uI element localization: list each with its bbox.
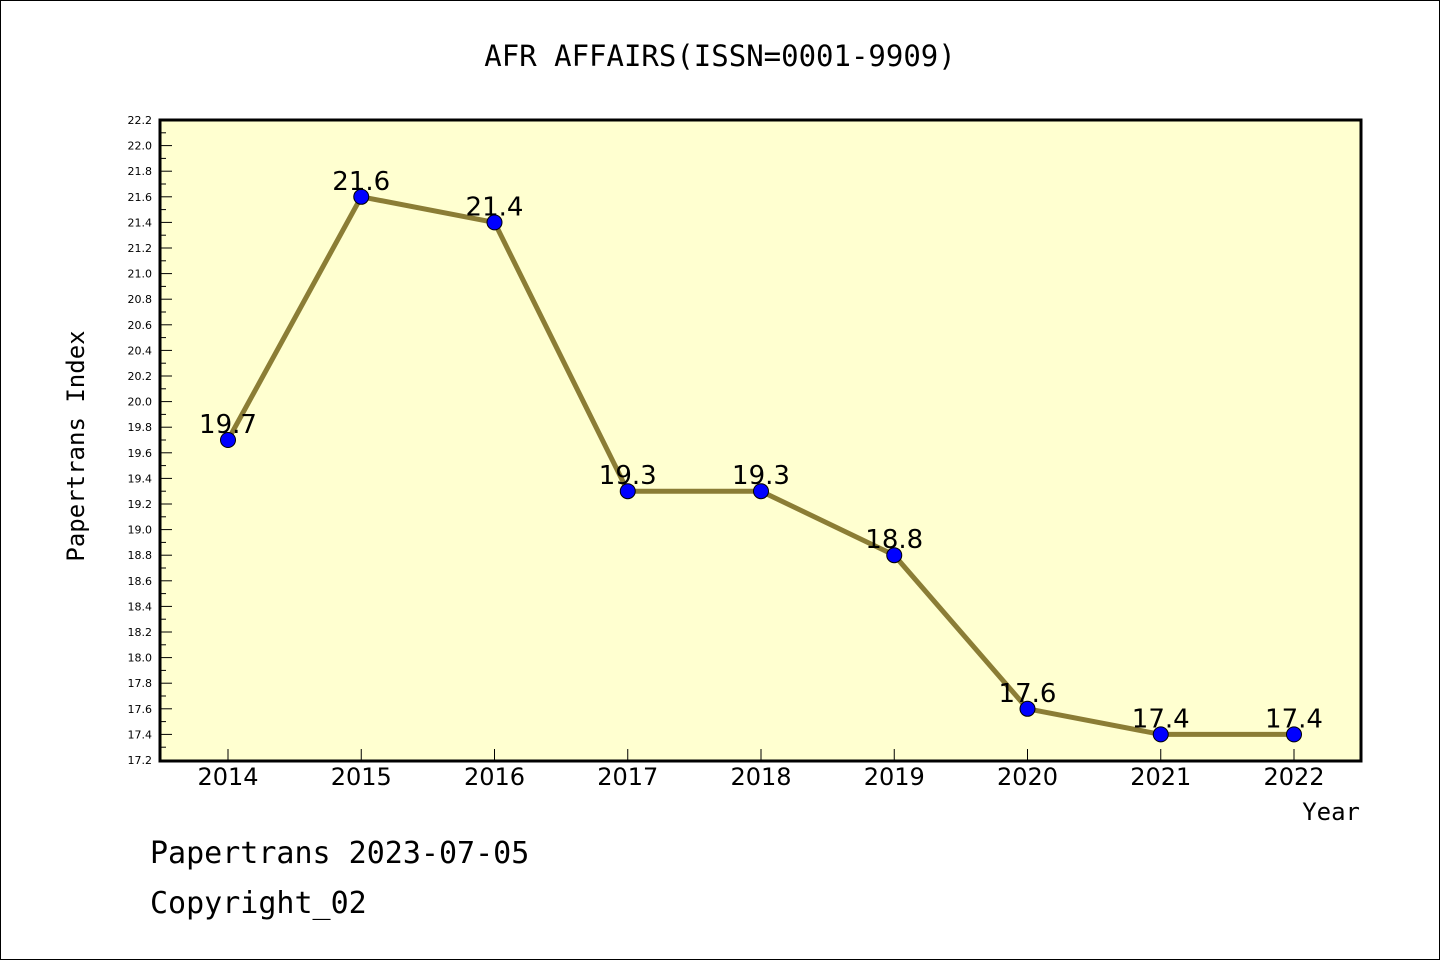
y-tick-label: 21.4 — [128, 216, 153, 229]
x-tick-label: 2018 — [730, 763, 791, 791]
footer-date: Papertrans 2023-07-05 — [150, 836, 530, 871]
data-label: 19.3 — [732, 461, 790, 491]
data-point — [753, 483, 769, 500]
y-tick-label: 19.2 — [128, 498, 153, 511]
x-tick-label: 2015 — [331, 763, 392, 791]
data-label: 17.4 — [1132, 704, 1190, 734]
y-tick-label: 17.6 — [128, 703, 153, 716]
chart-title: AFR AFFAIRS(ISSN=0001-9909) — [484, 39, 955, 73]
y-tick-label: 19.8 — [128, 421, 153, 434]
y-tick-label: 20.8 — [128, 293, 153, 306]
x-tick-label: 2016 — [464, 763, 525, 791]
y-tick-label: 17.2 — [128, 754, 153, 767]
y-tick-label: 22.2 — [128, 114, 153, 127]
data-label: 17.6 — [999, 679, 1057, 709]
data-point — [1019, 700, 1036, 717]
y-tick-label: 18.6 — [128, 575, 153, 588]
y-tick-label: 19.0 — [128, 524, 153, 537]
y-tick-label: 21.8 — [128, 165, 153, 178]
y-tick-label: 21.0 — [128, 268, 153, 281]
y-tick-label: 20.6 — [128, 319, 153, 332]
data-label: 19.3 — [599, 461, 657, 491]
y-axis-label: Papertrans Index — [62, 330, 90, 561]
y-tick-label: 19.6 — [128, 447, 153, 460]
y-tick-label: 20.2 — [128, 370, 153, 383]
data-point — [486, 214, 503, 231]
data-point — [886, 547, 903, 564]
y-tick-label: 18.8 — [128, 549, 153, 562]
y-tick-label: 22.0 — [128, 140, 153, 153]
x-axis-ticks: 2014 2015 2016 2017 2018 2019 2020 2021 2022 — [197, 749, 1325, 791]
y-tick-label: 19.4 — [128, 472, 153, 485]
plot-area — [160, 120, 1361, 761]
data-point — [220, 432, 236, 448]
x-tick-label: 2021 — [1130, 763, 1191, 791]
y-tick-label: 18.2 — [128, 626, 153, 639]
x-axis-label: Year — [1302, 798, 1360, 826]
data-labels: 19.7 21.6 21.4 19.3 19.3 18.8 17.6 17.4 17.4 — [199, 167, 1323, 735]
data-label: 18.8 — [865, 525, 923, 555]
y-axis-ticks: 17.2 17.4 17.6 17.8 18.0 18.2 18.4 18.6 18.8 19.0… — [128, 114, 172, 767]
x-tick-label: 2020 — [997, 763, 1058, 791]
data-label: 21.4 — [466, 192, 524, 222]
y-tick-label: 20.4 — [128, 344, 153, 357]
data-markers — [220, 188, 1302, 743]
y-tick-label: 21.2 — [128, 242, 153, 255]
footer-copyright: Copyright_02 — [150, 886, 367, 921]
data-point — [353, 188, 370, 205]
plot-border — [158, 118, 1363, 763]
y-tick-label: 17.8 — [128, 677, 153, 690]
y-tick-label: 17.4 — [128, 728, 153, 741]
y-tick-label: 18.4 — [128, 600, 153, 613]
data-label: 21.6 — [332, 167, 390, 197]
x-tick-label: 2017 — [597, 763, 658, 791]
x-tick-label: 2014 — [197, 763, 258, 791]
y-tick-label: 20.0 — [128, 396, 153, 409]
data-label: 19.7 — [199, 410, 257, 440]
data-point — [1152, 726, 1169, 743]
y-tick-label: 21.6 — [128, 191, 153, 204]
x-tick-label: 2022 — [1263, 763, 1324, 791]
data-label: 17.4 — [1265, 704, 1323, 734]
data-point — [619, 483, 636, 500]
y-tick-label: 18.0 — [128, 652, 153, 665]
data-point — [1286, 726, 1302, 743]
x-tick-label: 2019 — [864, 763, 925, 791]
